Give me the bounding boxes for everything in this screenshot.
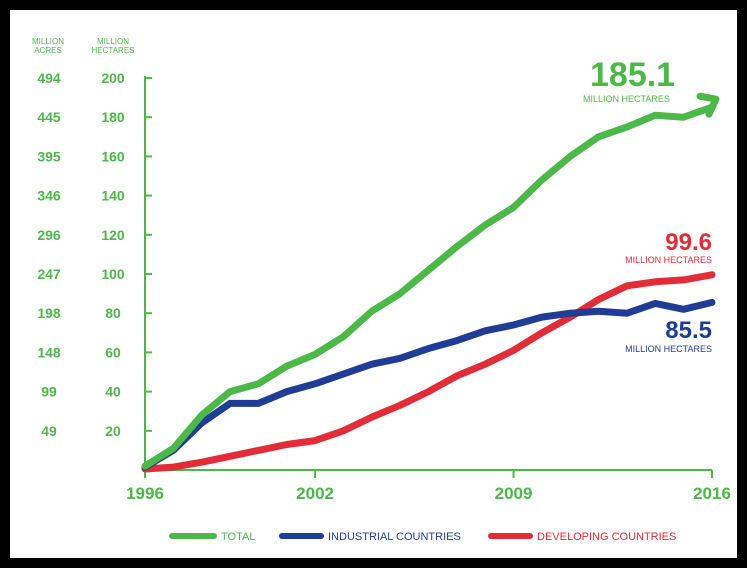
acres-axis-title-line2: ACRES [34, 46, 62, 55]
y-tick-label-hectares: 180 [101, 109, 125, 125]
developing-end-unit: MILLION HECTARES [625, 255, 712, 265]
total-end-value: 185.1 [590, 56, 675, 94]
industrial-end-unit: MILLION HECTARES [625, 344, 712, 354]
legend: TOTAL INDUSTRIAL COUNTRIES DEVELOPING CO… [169, 531, 676, 543]
y-tick-label-acres: 296 [37, 227, 61, 243]
y-tick-label-hectares: 80 [105, 305, 121, 321]
y-tick-label-hectares: 40 [105, 384, 121, 400]
x-tick-label: 2009 [495, 484, 533, 503]
y-tick-label-hectares: 160 [101, 148, 125, 164]
x-tick-label: 2002 [296, 484, 334, 503]
legend-total-label: TOTAL [221, 531, 255, 543]
industrial-end-value: 85.5 [665, 317, 712, 344]
total-end-unit: MILLION HECTARES [583, 94, 670, 104]
y-tick-label-hectares: 200 [101, 70, 125, 86]
legend-industrial-label: INDUSTRIAL COUNTRIES [328, 531, 461, 543]
y-tick-label-hectares: 60 [105, 344, 121, 360]
series-line-total [141, 103, 716, 470]
y-tick-label-hectares: 20 [105, 423, 121, 439]
hectares-axis-title-line1: MILLION [97, 37, 129, 46]
y-tick-label-acres: 445 [37, 109, 61, 125]
y-tick-label-acres: 148 [37, 344, 61, 360]
x-tick-label: 1996 [126, 484, 164, 503]
y-tick-label-acres: 346 [37, 188, 61, 204]
x-ticks: 1996 2002 2009 2016 [126, 470, 731, 503]
series-lines [141, 103, 716, 473]
y-tick-label-acres: 198 [37, 305, 61, 321]
y-tick-label-acres: 99 [41, 384, 57, 400]
y-tick-label-hectares: 100 [101, 266, 125, 282]
acres-axis-title-line1: MILLION [32, 37, 64, 46]
series-line-developing [141, 271, 716, 473]
developing-end-value: 99.6 [665, 229, 712, 256]
total-arrow-head [696, 92, 720, 118]
series-line-industrial [141, 298, 716, 471]
y-tick-label-hectares: 140 [101, 188, 125, 204]
y-tick-label-acres: 49 [41, 423, 57, 439]
x-tick-label: 2016 [693, 484, 731, 503]
y-tick-label-hectares: 120 [101, 227, 125, 243]
y-ticks: 20 49 40 99 60 148 80 198 100 247 120 296 140 346 160 3… [37, 70, 152, 439]
legend-developing-label: DEVELOPING COUNTRIES [537, 531, 676, 543]
y-tick-label-acres: 247 [37, 266, 61, 282]
hectares-axis-title-line2: HECTARES [92, 46, 135, 55]
y-tick-label-acres: 494 [37, 70, 61, 86]
y-tick-label-acres: 395 [37, 148, 61, 164]
